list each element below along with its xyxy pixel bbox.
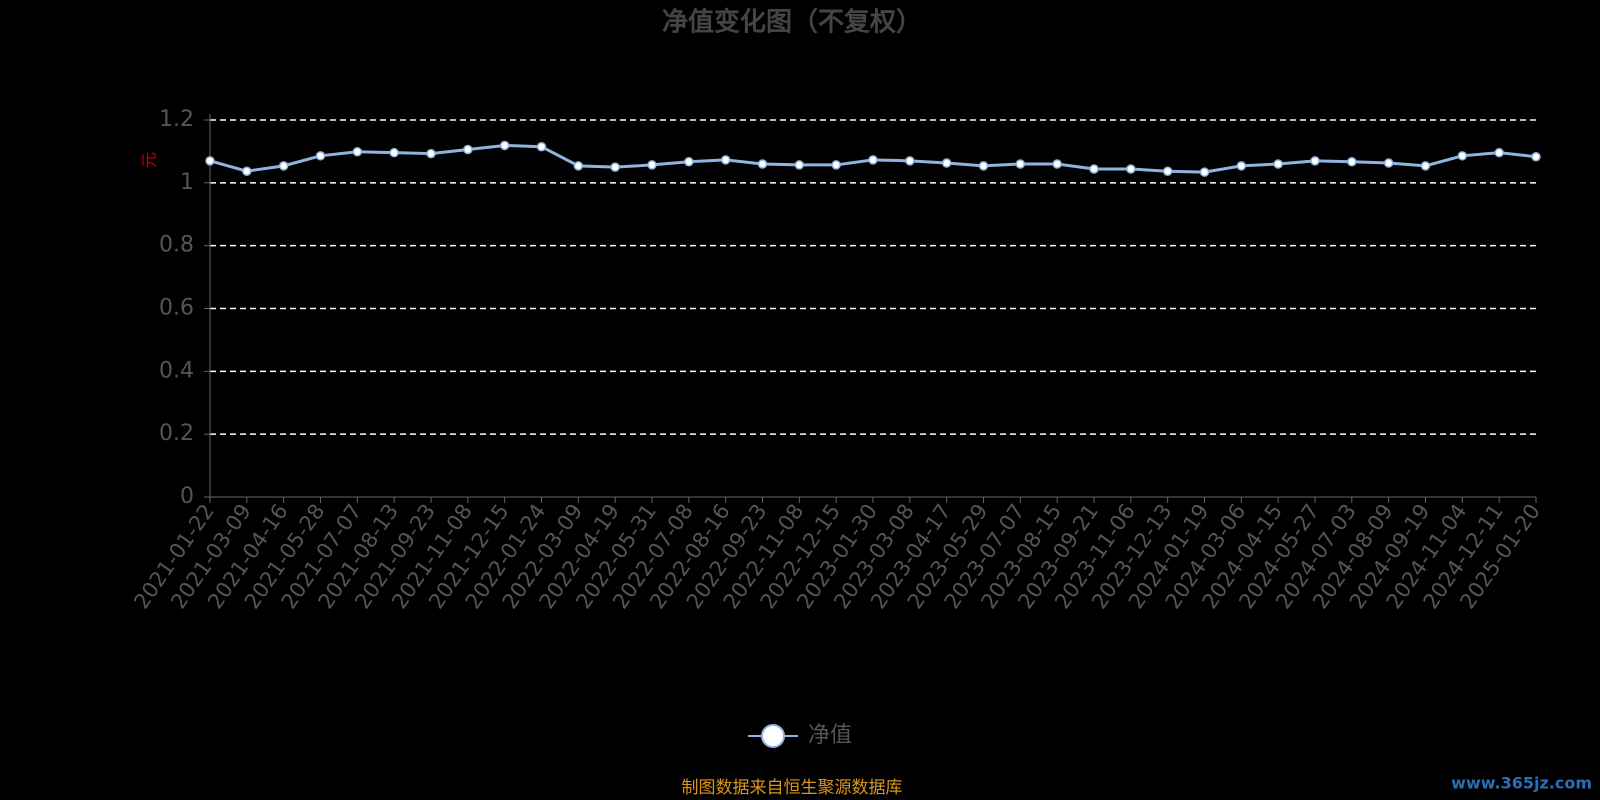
- data-point: [1162, 166, 1173, 176]
- y-tick-label: 0.4: [159, 358, 194, 383]
- source-note: 制图数据来自恒生聚源数据库: [682, 778, 903, 798]
- data-point: [794, 160, 805, 170]
- data-point: [536, 141, 547, 152]
- data-point: [1494, 147, 1504, 158]
- y-tick-label: 0: [180, 484, 194, 509]
- data-point: [1347, 157, 1357, 167]
- data-point: [1457, 151, 1468, 161]
- data-point: [1273, 159, 1283, 169]
- data-point: [720, 155, 731, 165]
- chart-title: 净值变化图（不复权）: [662, 7, 922, 38]
- y-tick-label: 1.2: [159, 107, 194, 132]
- data-point: [242, 166, 252, 176]
- data-point: [647, 160, 657, 170]
- data-point: [1199, 167, 1210, 177]
- data-point: [831, 160, 841, 170]
- y-tick-label: 0.8: [159, 233, 194, 258]
- data-point: [426, 148, 436, 159]
- data-point: [1236, 161, 1247, 171]
- y-tick-label: 1: [180, 170, 194, 195]
- data-point: [463, 144, 473, 155]
- watermark: www.365jz.com: [1451, 774, 1592, 793]
- data-point: [1052, 159, 1062, 169]
- data-point: [1126, 164, 1136, 174]
- data-point: [315, 151, 326, 161]
- data-point: [1310, 156, 1320, 166]
- data-point: [610, 162, 620, 172]
- data-point: [278, 161, 289, 171]
- legend-marker: [761, 724, 785, 748]
- y-tick-label: 0.6: [159, 296, 194, 321]
- data-point: [905, 156, 915, 166]
- data-point: [1383, 158, 1394, 168]
- data-point: [978, 161, 989, 171]
- data-point: [757, 159, 768, 169]
- data-point: [1420, 161, 1431, 171]
- y-axis-label: 元: [140, 152, 159, 168]
- data-point: [573, 161, 584, 171]
- data-point: [205, 156, 215, 166]
- data-point: [684, 157, 694, 167]
- data-point: [941, 158, 952, 168]
- legend-label: 净值: [808, 723, 852, 748]
- data-point: [1015, 159, 1026, 169]
- y-tick-label: 0.2: [159, 421, 194, 446]
- data-point: [1089, 164, 1099, 174]
- data-point: [352, 146, 363, 157]
- data-point: [499, 140, 510, 151]
- data-point: [389, 147, 399, 158]
- data-point: [868, 155, 878, 165]
- data-point: [1531, 152, 1541, 162]
